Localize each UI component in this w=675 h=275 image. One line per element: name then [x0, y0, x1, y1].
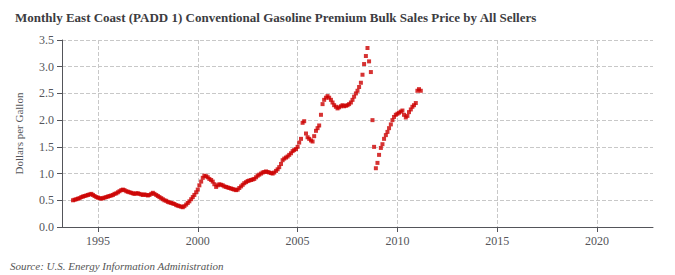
svg-text:Monthly East Coast (PADD 1) Co: Monthly East Coast (PADD 1) Conventional… [15, 10, 536, 25]
svg-text:2.5: 2.5 [39, 86, 54, 100]
svg-text:2.0: 2.0 [39, 113, 54, 127]
svg-text:3.0: 3.0 [39, 60, 54, 74]
svg-text:2000: 2000 [186, 234, 210, 248]
svg-text:Source: U.S. Energy Informatio: Source: U.S. Energy Information Administ… [10, 260, 224, 272]
svg-text:1995: 1995 [86, 234, 110, 248]
svg-text:1.0: 1.0 [39, 167, 54, 181]
svg-text:0.0: 0.0 [39, 220, 54, 234]
svg-text:2020: 2020 [585, 234, 609, 248]
svg-text:1.5: 1.5 [39, 140, 54, 154]
svg-text:0.5: 0.5 [39, 193, 54, 207]
svg-text:Dollars per Gallon: Dollars per Gallon [13, 92, 25, 174]
svg-text:2010: 2010 [385, 234, 409, 248]
svg-text:3.5: 3.5 [39, 33, 54, 47]
svg-text:2015: 2015 [485, 234, 509, 248]
svg-text:2005: 2005 [286, 234, 310, 248]
